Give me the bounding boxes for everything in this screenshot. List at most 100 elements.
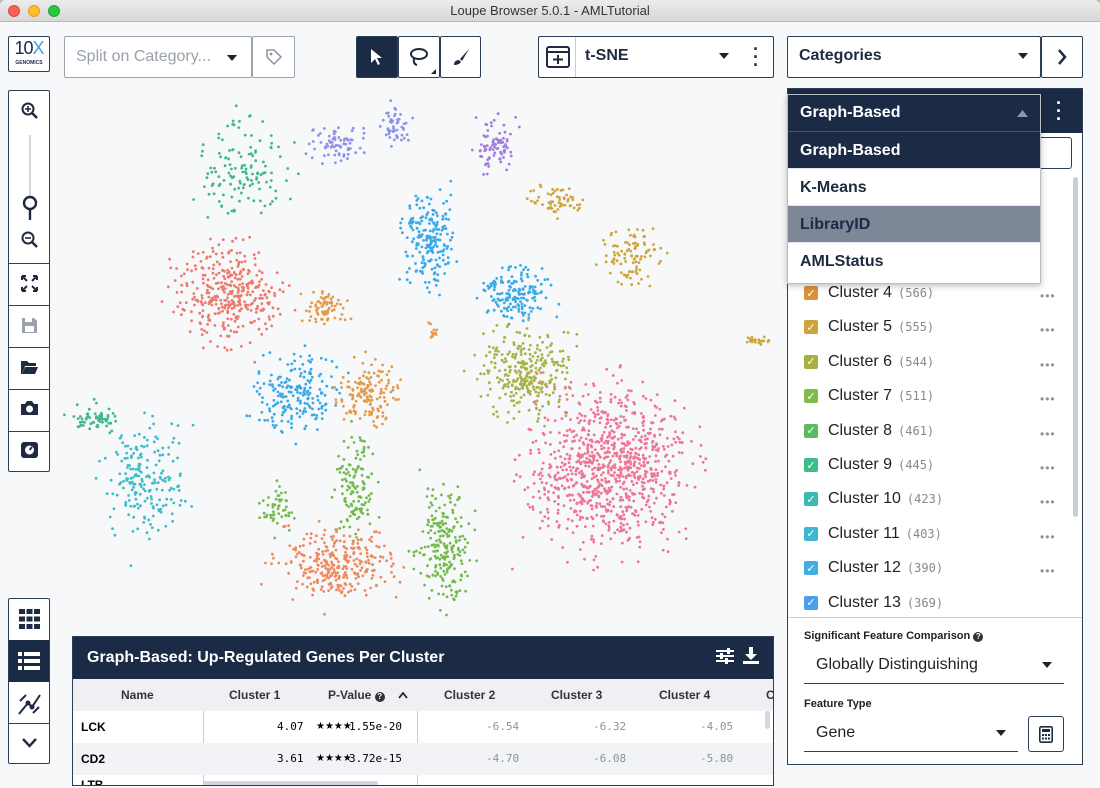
table-row[interactable]: LCK 4.07 ★★★★ 1.55e-20 -6.54 -6.32 -4.05 <box>73 711 773 743</box>
cluster-point-cloud <box>333 350 402 429</box>
camera-icon[interactable] <box>20 400 39 416</box>
comparison-select[interactable]: Globally Distinguishing <box>804 648 1064 684</box>
chevron-down-icon[interactable] <box>22 738 37 748</box>
table-horizontal-scrollbar[interactable] <box>203 781 378 785</box>
p-value: 1.55e-20 <box>349 720 402 733</box>
download-icon[interactable] <box>742 647 760 665</box>
cluster-point-cloud <box>192 104 300 219</box>
cluster-checkbox[interactable]: ✓ <box>804 595 818 610</box>
more-options-icon[interactable]: ••• <box>1040 357 1056 372</box>
trajectory-icon[interactable] <box>18 693 41 715</box>
minimize-window-button[interactable] <box>28 5 40 17</box>
chevron-up-icon <box>1017 110 1028 117</box>
app-body: 10X GENOMICS Split on Category... t-SNE <box>0 22 1100 788</box>
cluster-row[interactable]: ✓ Cluster 13 (369) <box>804 591 943 615</box>
cluster-label: Cluster 4 <box>828 284 893 301</box>
calculator-button[interactable] <box>1028 716 1064 752</box>
cluster-3-value: -6.32 <box>593 720 627 733</box>
significance-stars: ★★★★ <box>316 753 352 764</box>
cluster-count: (403) <box>905 526 942 541</box>
cluster-checkbox[interactable]: ✓ <box>804 423 818 438</box>
close-window-button[interactable] <box>8 5 20 17</box>
column-header-cluster-1[interactable]: Cluster 1 <box>229 688 281 702</box>
screenshot-settings-icon[interactable] <box>20 441 39 459</box>
column-header-cluster-4[interactable]: Cluster 4 <box>659 688 711 702</box>
chevron-down-icon <box>1018 53 1028 59</box>
cluster-1-value: 4.07 <box>277 720 304 733</box>
zoom-out-icon[interactable] <box>21 231 39 249</box>
brush-tool-button[interactable] <box>440 36 481 78</box>
panel-scrollbar[interactable] <box>1073 177 1078 517</box>
list-view-icon <box>18 652 40 670</box>
category-select-menu: Graph-Based Graph-Based K-Means LibraryI… <box>787 94 1041 284</box>
more-options-icon[interactable]: ••• <box>1040 495 1056 510</box>
cluster-checkbox[interactable]: ✓ <box>804 286 818 300</box>
cluster-checkbox[interactable]: ✓ <box>804 561 818 576</box>
split-category-dropdown[interactable]: Split on Category... <box>64 36 252 78</box>
table-row[interactable]: CD2 3.61 ★★★★ 3.72e-15 -4.70 -6.08 -5.80 <box>73 743 773 775</box>
zoom-in-icon[interactable] <box>21 102 39 120</box>
column-header-p-value[interactable]: P-Value ? <box>328 679 408 711</box>
categories-dropdown[interactable]: Categories <box>787 36 1041 78</box>
title-bar: Loupe Browser 5.0.1 - AMLTutorial <box>0 0 1100 22</box>
more-options-icon[interactable]: ••• <box>1040 289 1056 303</box>
paintbrush-icon <box>453 49 469 65</box>
more-options-icon[interactable]: ••• <box>1040 392 1056 407</box>
help-icon[interactable]: ? <box>374 692 385 702</box>
zoom-slider-handle[interactable] <box>22 195 38 221</box>
cluster-row[interactable]: ✓ Cluster 8 (461) <box>804 419 934 443</box>
more-options-icon[interactable]: ••• <box>1040 323 1056 338</box>
select-tool-button[interactable] <box>356 36 398 78</box>
more-options-icon[interactable]: ••• <box>1040 564 1056 579</box>
lasso-tool-button[interactable] <box>398 36 440 78</box>
help-icon[interactable]: ? <box>973 632 984 642</box>
cluster-checkbox[interactable]: ✓ <box>804 389 818 404</box>
column-header-name[interactable]: Name <box>121 688 154 702</box>
grid-view-icon[interactable] <box>19 609 40 629</box>
more-options-icon[interactable]: ••• <box>1040 426 1056 441</box>
cluster-checkbox[interactable]: ✓ <box>804 492 818 507</box>
column-header-cluster-5[interactable]: C <box>766 688 774 702</box>
sort-ascending-icon[interactable] <box>398 691 408 699</box>
open-folder-icon[interactable] <box>20 359 39 375</box>
menu-item-k-means[interactable]: K-Means <box>788 169 1040 206</box>
more-options-icon[interactable]: · · · <box>1056 93 1062 129</box>
cluster-row[interactable]: ✓ Cluster 12 (390) <box>804 556 943 580</box>
more-options-icon[interactable]: · · · <box>753 39 759 75</box>
zoom-window-button[interactable] <box>48 5 60 17</box>
cluster-row[interactable]: ✓ Cluster 10 (423) <box>804 487 943 511</box>
column-header-cluster-2[interactable]: Cluster 2 <box>444 688 496 702</box>
category-select-header[interactable]: Graph-Based <box>788 95 1040 132</box>
fit-to-screen-icon[interactable] <box>21 275 38 292</box>
more-options-icon[interactable]: ••• <box>1040 461 1056 475</box>
save-icon[interactable] <box>21 317 38 334</box>
cluster-point-cloud <box>462 318 579 428</box>
more-options-icon[interactable]: ••• <box>1040 529 1056 544</box>
menu-item-libraryid[interactable]: LibraryID <box>788 206 1040 243</box>
tsne-scatter-plot[interactable] <box>56 88 780 628</box>
settings-sliders-icon[interactable] <box>716 648 734 664</box>
cluster-row[interactable]: ✓ Cluster 11 (403) <box>804 522 942 546</box>
projection-dropdown[interactable]: t-SNE · · · <box>538 36 774 78</box>
list-view-button[interactable] <box>9 640 49 682</box>
menu-item-graph-based[interactable]: Graph-Based <box>788 132 1040 169</box>
cluster-row[interactable]: ✓ Cluster 4 (566) <box>804 281 934 305</box>
cluster-row[interactable]: ✓ Cluster 6 (544) <box>804 350 934 374</box>
table-vertical-scrollbar[interactable] <box>765 711 770 729</box>
cluster-checkbox[interactable]: ✓ <box>804 526 818 541</box>
cluster-row[interactable]: ✓ Cluster 9 (445) <box>804 453 934 477</box>
cluster-checkbox[interactable]: ✓ <box>804 354 818 369</box>
table-row[interactable]: LTB <box>73 775 773 785</box>
tag-button[interactable] <box>252 36 295 78</box>
cluster-row[interactable]: ✓ Cluster 7 (511) <box>804 384 934 408</box>
cluster-row[interactable]: ✓ Cluster 5 (555) <box>804 315 934 339</box>
feature-type-select[interactable]: Gene <box>804 716 1018 752</box>
next-panel-button[interactable] <box>1041 36 1083 78</box>
bottom-left-toolbar <box>8 598 50 764</box>
cluster-checkbox[interactable]: ✓ <box>804 458 818 472</box>
cluster-checkbox[interactable]: ✓ <box>804 320 818 335</box>
cluster-point-cloud <box>378 99 414 148</box>
cluster-point-cloud <box>475 264 561 326</box>
column-header-cluster-3[interactable]: Cluster 3 <box>551 688 603 702</box>
menu-item-amlstatus[interactable]: AMLStatus <box>800 253 884 270</box>
